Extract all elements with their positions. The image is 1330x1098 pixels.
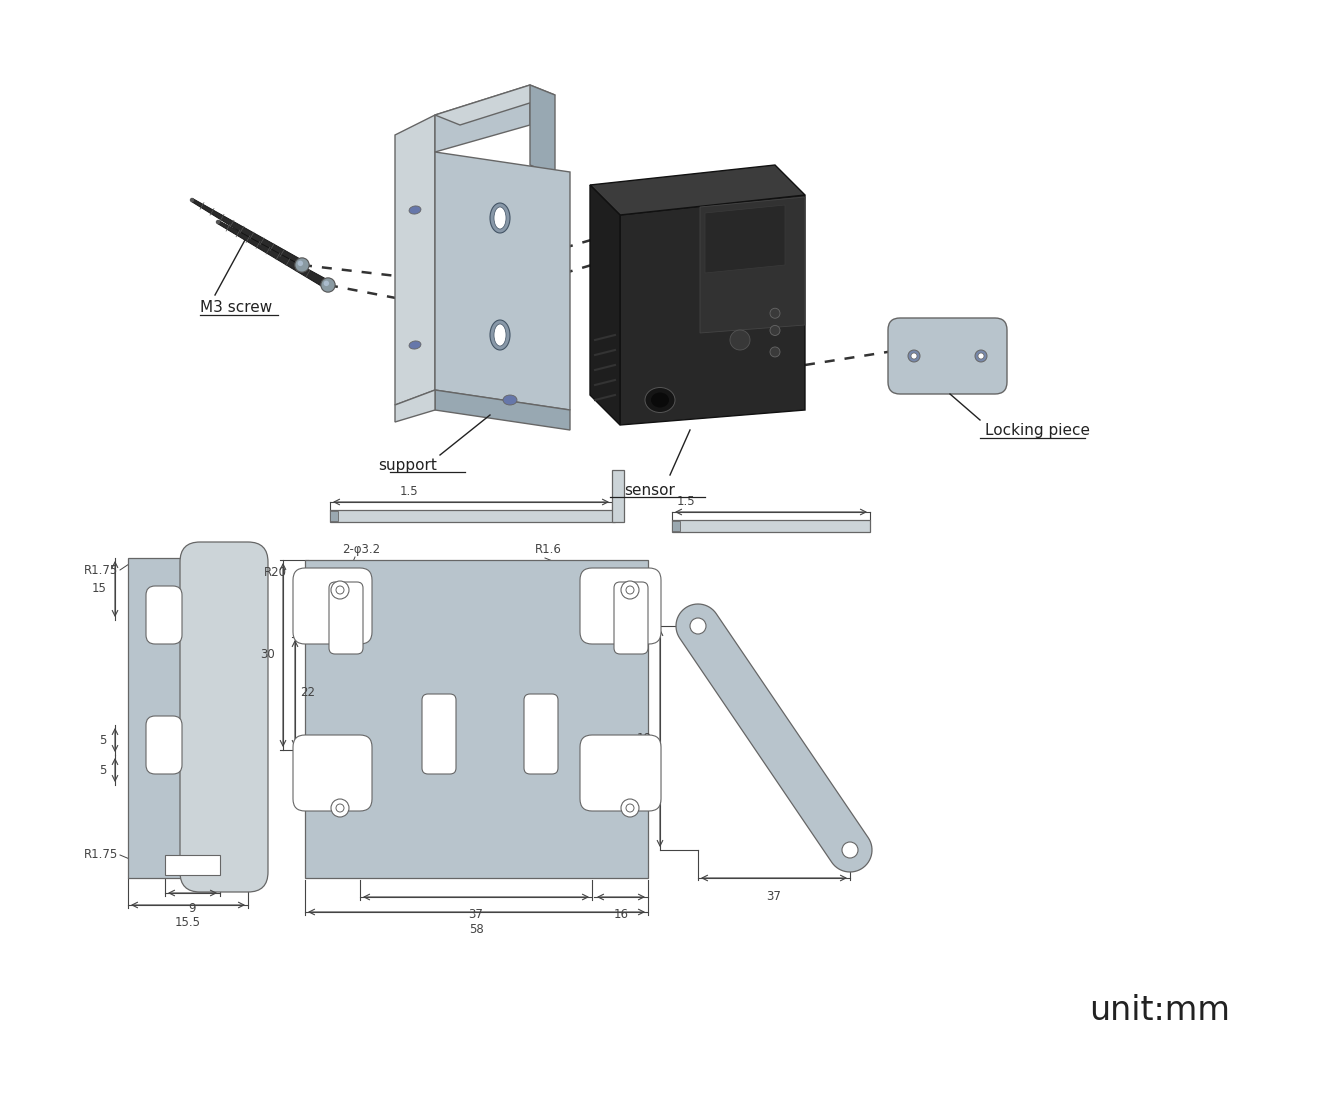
Ellipse shape <box>908 350 920 362</box>
Text: 5: 5 <box>100 763 106 776</box>
Bar <box>672 520 680 531</box>
Polygon shape <box>705 205 785 273</box>
Text: 16: 16 <box>613 908 629 921</box>
Bar <box>165 855 219 875</box>
Bar <box>128 558 247 878</box>
Polygon shape <box>700 197 805 333</box>
FancyBboxPatch shape <box>422 694 456 774</box>
Ellipse shape <box>489 320 509 350</box>
Polygon shape <box>435 390 571 430</box>
Circle shape <box>690 618 706 634</box>
Text: sensor: sensor <box>625 483 676 498</box>
Bar <box>672 520 870 533</box>
Text: R1.6: R1.6 <box>535 544 561 556</box>
Polygon shape <box>435 85 555 125</box>
Circle shape <box>626 586 634 594</box>
FancyBboxPatch shape <box>293 735 372 811</box>
Text: 1.5: 1.5 <box>400 485 419 498</box>
Polygon shape <box>620 195 805 425</box>
Circle shape <box>323 281 329 287</box>
Text: M3 screw: M3 screw <box>200 300 273 315</box>
Polygon shape <box>591 165 805 215</box>
FancyBboxPatch shape <box>329 582 363 654</box>
Polygon shape <box>192 199 305 269</box>
Ellipse shape <box>911 352 916 359</box>
Circle shape <box>331 799 348 817</box>
Bar <box>592 578 649 583</box>
Text: 1.5: 1.5 <box>677 495 696 508</box>
Bar <box>612 470 624 522</box>
Bar <box>305 560 648 878</box>
Polygon shape <box>591 184 620 425</box>
FancyBboxPatch shape <box>614 582 648 654</box>
Bar <box>592 795 649 800</box>
Text: 58: 58 <box>468 923 483 935</box>
Circle shape <box>336 804 344 813</box>
Ellipse shape <box>978 352 984 359</box>
Text: 15: 15 <box>92 583 106 595</box>
Circle shape <box>215 220 221 224</box>
Polygon shape <box>395 390 435 422</box>
FancyBboxPatch shape <box>580 568 661 645</box>
Ellipse shape <box>503 395 517 405</box>
FancyBboxPatch shape <box>580 735 661 811</box>
Bar <box>200 558 225 876</box>
Ellipse shape <box>493 208 505 229</box>
Circle shape <box>298 260 303 266</box>
Polygon shape <box>395 115 435 405</box>
Text: R1.75: R1.75 <box>84 563 118 576</box>
Bar <box>330 509 614 522</box>
Circle shape <box>626 804 634 813</box>
FancyBboxPatch shape <box>293 568 372 645</box>
Polygon shape <box>529 85 555 175</box>
Circle shape <box>730 330 750 350</box>
FancyBboxPatch shape <box>146 586 182 645</box>
Circle shape <box>190 198 194 202</box>
Polygon shape <box>217 221 330 289</box>
Text: 30: 30 <box>261 649 275 661</box>
Polygon shape <box>676 604 872 872</box>
Circle shape <box>770 325 779 336</box>
FancyBboxPatch shape <box>180 542 269 892</box>
Polygon shape <box>435 85 529 152</box>
Ellipse shape <box>410 206 422 214</box>
Circle shape <box>621 581 638 600</box>
Ellipse shape <box>650 392 669 407</box>
Text: 15.5: 15.5 <box>176 916 201 929</box>
Circle shape <box>621 799 638 817</box>
Text: unit:mm: unit:mm <box>1089 994 1230 1027</box>
Text: R20: R20 <box>263 565 287 579</box>
Circle shape <box>336 586 344 594</box>
Circle shape <box>770 347 779 357</box>
FancyBboxPatch shape <box>888 318 1007 394</box>
FancyBboxPatch shape <box>146 716 182 774</box>
Ellipse shape <box>975 350 987 362</box>
Ellipse shape <box>410 340 422 349</box>
Text: Locking piece: Locking piece <box>986 423 1091 438</box>
Text: support: support <box>379 458 438 473</box>
Text: 37: 37 <box>468 908 483 921</box>
Circle shape <box>770 309 779 318</box>
Circle shape <box>842 842 858 858</box>
Text: 22: 22 <box>301 686 315 699</box>
Text: 18: 18 <box>637 731 652 744</box>
Bar <box>305 795 360 800</box>
Circle shape <box>321 278 335 292</box>
Circle shape <box>295 258 309 272</box>
Bar <box>305 578 360 583</box>
Text: 2-φ3.2: 2-φ3.2 <box>342 544 380 556</box>
Text: 5: 5 <box>100 733 106 747</box>
Text: 9: 9 <box>189 901 196 915</box>
Text: R1.75: R1.75 <box>84 849 118 862</box>
Ellipse shape <box>489 203 509 233</box>
Polygon shape <box>435 152 571 410</box>
Circle shape <box>331 581 348 600</box>
Text: 37: 37 <box>766 890 782 903</box>
Ellipse shape <box>645 388 676 413</box>
Ellipse shape <box>493 324 505 346</box>
FancyBboxPatch shape <box>524 694 559 774</box>
Bar <box>330 511 338 520</box>
